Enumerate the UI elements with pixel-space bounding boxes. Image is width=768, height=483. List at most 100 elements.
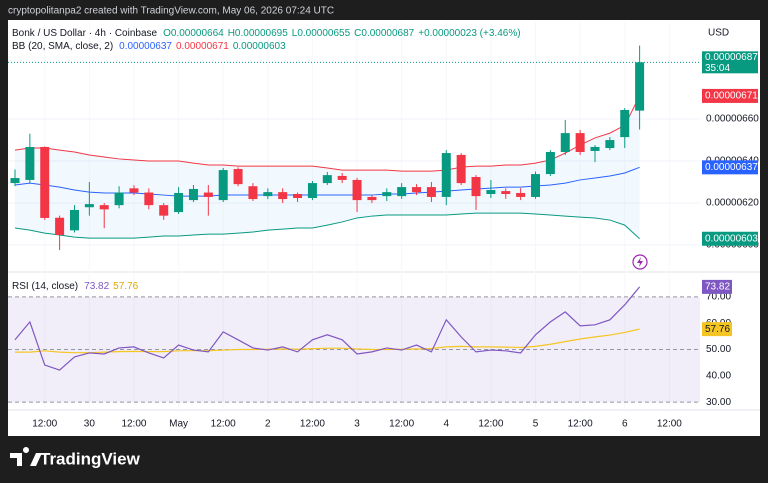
series-line bbox=[14, 286, 641, 371]
candle-body bbox=[322, 175, 332, 184]
rsi-value: 73.82 bbox=[84, 281, 109, 292]
x-tick-label: 12:00 bbox=[389, 419, 414, 430]
candle-body bbox=[99, 205, 109, 210]
price-legend: Bonk / US Dollar · 4h · Coinbase O0.00000… bbox=[12, 28, 521, 39]
band-line bbox=[14, 95, 641, 172]
candle-body bbox=[188, 188, 198, 201]
x-tick-label: May bbox=[169, 419, 188, 430]
candle-body bbox=[501, 191, 511, 195]
candle-body bbox=[367, 196, 377, 201]
candle-body bbox=[144, 192, 154, 206]
candle-body bbox=[545, 152, 555, 175]
bb-basis: 0.00000637 bbox=[119, 41, 172, 52]
candle-body bbox=[203, 192, 213, 197]
caption: cryptopolitanpa2 created with TradingVie… bbox=[8, 6, 334, 17]
candle-body bbox=[412, 187, 422, 193]
bb-lower: 0.00000603 bbox=[233, 41, 286, 52]
event-icon[interactable] bbox=[632, 254, 648, 270]
bb-legend: BB (20, SMA, close, 2) 0.00000637 0.000006… bbox=[12, 41, 286, 52]
candle-body bbox=[575, 133, 585, 153]
chart-area bbox=[8, 20, 760, 436]
band-fill bbox=[14, 95, 640, 239]
x-tick-label: 12:00 bbox=[657, 419, 682, 430]
y-tick-label: 0.00000660 bbox=[706, 114, 759, 125]
series-line bbox=[14, 328, 640, 354]
x-tick-label: 3 bbox=[354, 419, 360, 430]
x-tick-label: 2 bbox=[265, 419, 271, 430]
rsi-title: RSI (14, close) bbox=[12, 281, 78, 292]
x-tick-label: 12:00 bbox=[300, 419, 325, 430]
y-tick-label: 30.00 bbox=[706, 397, 731, 408]
x-tick-label: 12:00 bbox=[32, 419, 57, 430]
candle-body bbox=[620, 110, 630, 138]
series-value-tag-label: 57.76 bbox=[705, 324, 730, 335]
x-tick-label: 6 bbox=[622, 419, 628, 430]
candle-body bbox=[233, 169, 243, 185]
symbol-title: Bonk / US Dollar · 4h · Coinbase bbox=[12, 28, 158, 39]
band-price-tag bbox=[702, 231, 758, 246]
rsi-ma-value: 57.76 bbox=[113, 281, 138, 292]
candle-body bbox=[307, 183, 317, 199]
candle-body bbox=[635, 62, 645, 111]
brand: TradingView bbox=[40, 449, 141, 468]
currency: USD bbox=[708, 28, 729, 39]
candle-body bbox=[25, 146, 35, 180]
candle-body bbox=[69, 209, 79, 231]
y-tick-label: 70.00 bbox=[706, 292, 731, 303]
series-value-tag bbox=[702, 322, 732, 337]
candle-body bbox=[278, 192, 288, 200]
ohlc-close: C0.00000687 bbox=[354, 28, 414, 39]
candle-body bbox=[55, 217, 65, 235]
y-tick-label: 0.00000620 bbox=[706, 198, 759, 209]
candle-body bbox=[293, 194, 303, 199]
x-tick-label: 12:00 bbox=[478, 419, 503, 430]
band-price-tag bbox=[702, 88, 758, 103]
candle-body bbox=[456, 154, 466, 184]
candle-body bbox=[84, 204, 94, 208]
band-price-tag-label: 0.00000637 bbox=[705, 162, 758, 173]
series-value-tag-label: 73.82 bbox=[705, 282, 730, 293]
x-tick-label: 5 bbox=[533, 419, 539, 430]
x-tick-label: 12:00 bbox=[211, 419, 236, 430]
last-price-tag bbox=[702, 51, 758, 74]
y-tick-label: 50.00 bbox=[706, 344, 731, 355]
last-price-label: 0.00000687 bbox=[705, 52, 758, 63]
bb-upper: 0.00000671 bbox=[176, 41, 229, 52]
band-price-tag bbox=[702, 160, 758, 175]
ohlc-low: L0.00000655 bbox=[292, 28, 351, 39]
ohlc-high: H0.00000695 bbox=[228, 28, 288, 39]
candle-body bbox=[174, 192, 184, 213]
candle-body bbox=[426, 187, 436, 197]
band-line bbox=[14, 212, 640, 240]
logo: TradingView bbox=[10, 447, 141, 468]
series-value-tag bbox=[702, 279, 732, 294]
candle-body bbox=[40, 146, 50, 218]
ohlc-open: O0.00000664 bbox=[163, 28, 224, 39]
candle-body bbox=[531, 174, 541, 197]
candle-body bbox=[590, 146, 600, 151]
candle-body bbox=[397, 187, 407, 197]
candle-body bbox=[337, 175, 347, 180]
candle-body bbox=[114, 192, 124, 206]
y-tick-label: 40.00 bbox=[706, 370, 731, 381]
countdown: 35:04 bbox=[705, 63, 730, 74]
candle-body bbox=[516, 192, 526, 197]
candle-body bbox=[129, 188, 139, 193]
x-tick-label: 30 bbox=[84, 419, 96, 430]
candle-body bbox=[352, 179, 362, 201]
candle-body bbox=[10, 178, 20, 184]
bb-title: BB (20, SMA, close, 2) bbox=[12, 41, 113, 52]
change: +0.00000023 (+3.46%) bbox=[418, 28, 520, 39]
event-bolt bbox=[637, 257, 643, 267]
candle-body bbox=[441, 153, 451, 197]
band-price-tag-label: 0.00000671 bbox=[705, 91, 758, 102]
logo-mark bbox=[10, 447, 42, 466]
candle-body bbox=[560, 133, 570, 153]
candle-body bbox=[486, 190, 496, 195]
band-price-tag-label: 0.00000603 bbox=[705, 233, 758, 244]
candle-body bbox=[248, 186, 258, 200]
x-tick-label: 12:00 bbox=[121, 419, 146, 430]
candle-body bbox=[382, 192, 392, 197]
